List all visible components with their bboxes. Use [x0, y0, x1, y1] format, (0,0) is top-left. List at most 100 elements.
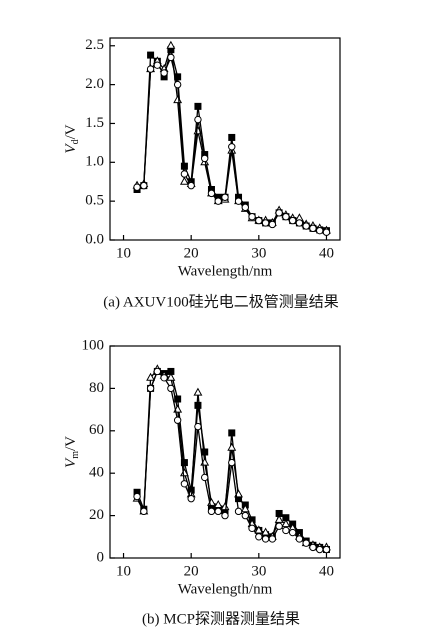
marker [322, 228, 331, 236]
y-axis-unit: /V [63, 124, 79, 139]
x-tick-label: 30 [251, 245, 266, 261]
marker [153, 367, 162, 376]
marker [227, 442, 237, 451]
x-axis-label: Wavelength/nm [178, 263, 273, 279]
marker [187, 494, 195, 503]
x-tick-label: 10 [116, 563, 131, 579]
marker [194, 401, 202, 409]
marker [146, 65, 155, 73]
marker [160, 69, 168, 77]
y-axis-subscript: d [70, 139, 81, 144]
marker [234, 507, 243, 516]
x-tick-label: 40 [319, 245, 334, 261]
x-axis-label: Wavelength/nm [178, 581, 273, 597]
x-tick-label: 20 [184, 563, 199, 579]
y-tick-label: 1.0 [85, 154, 104, 170]
marker [274, 514, 284, 523]
marker [180, 480, 189, 488]
x-tick-label: 40 [319, 563, 334, 579]
marker [316, 226, 324, 235]
marker [295, 219, 304, 227]
marker [268, 535, 277, 543]
marker [167, 53, 175, 62]
marker [201, 154, 209, 163]
marker [228, 143, 236, 151]
marker [187, 181, 195, 190]
y-tick-label: 60 [89, 422, 104, 438]
marker [282, 212, 290, 221]
y-axis-label: Vd/V [63, 124, 81, 153]
marker [228, 429, 236, 437]
marker [147, 51, 155, 59]
marker [228, 458, 236, 467]
marker [174, 395, 182, 403]
marker [275, 209, 283, 217]
marker [179, 176, 189, 185]
marker [221, 193, 229, 201]
marker [207, 189, 216, 198]
marker [194, 102, 202, 110]
plot-frame [109, 345, 341, 559]
y-tick-label: 40 [89, 465, 104, 481]
marker [160, 374, 168, 382]
marker [146, 372, 156, 381]
marker [302, 222, 310, 230]
plot-frame [109, 37, 341, 241]
x-tick-label: 30 [251, 563, 266, 579]
marker [248, 212, 256, 221]
marker [255, 216, 263, 225]
marker [268, 220, 277, 229]
marker [207, 507, 216, 516]
caption: (a) AXUV100硅光电二极管测量结果 [103, 293, 338, 310]
marker [261, 535, 270, 543]
marker [140, 181, 148, 190]
marker [180, 459, 188, 467]
marker [316, 545, 324, 554]
y-tick-label: 0.0 [85, 231, 104, 247]
marker [214, 197, 222, 205]
marker [166, 40, 176, 49]
y-tick-label: 0.5 [85, 193, 104, 209]
marker [288, 216, 297, 225]
marker [309, 543, 317, 552]
marker [228, 133, 236, 141]
x-tick-label: 10 [116, 245, 131, 261]
y-axis-subscript: m [70, 451, 81, 459]
marker [248, 524, 256, 533]
marker [180, 170, 189, 178]
y-axis-symbol: V [63, 143, 79, 154]
marker [241, 511, 249, 520]
marker [140, 507, 148, 516]
marker [309, 224, 317, 233]
marker [282, 526, 290, 535]
y-tick-label: 20 [89, 507, 104, 523]
y-tick-label: 100 [82, 337, 105, 353]
y-tick-label: 1.5 [85, 115, 104, 131]
caption: (b) MCP探测器测量结果 [142, 610, 300, 627]
marker [133, 183, 141, 191]
y-axis-symbol: V [63, 457, 79, 468]
marker [241, 203, 249, 212]
marker [214, 507, 222, 516]
marker [255, 533, 263, 541]
marker [146, 384, 155, 393]
marker [194, 115, 202, 124]
marker [166, 372, 176, 381]
marker [261, 527, 271, 536]
marker [254, 525, 264, 534]
marker [194, 422, 202, 431]
marker [153, 61, 162, 69]
marker [288, 528, 297, 537]
marker [234, 197, 243, 205]
marker [213, 499, 223, 508]
marker [167, 384, 175, 393]
marker [295, 535, 304, 543]
marker [173, 416, 182, 424]
y-tick-label: 80 [89, 380, 104, 396]
y-tick-label: 0 [97, 549, 105, 565]
marker [302, 539, 310, 547]
marker [201, 473, 209, 482]
series-line [136, 368, 327, 549]
y-axis-label: Vm/V [63, 436, 81, 468]
